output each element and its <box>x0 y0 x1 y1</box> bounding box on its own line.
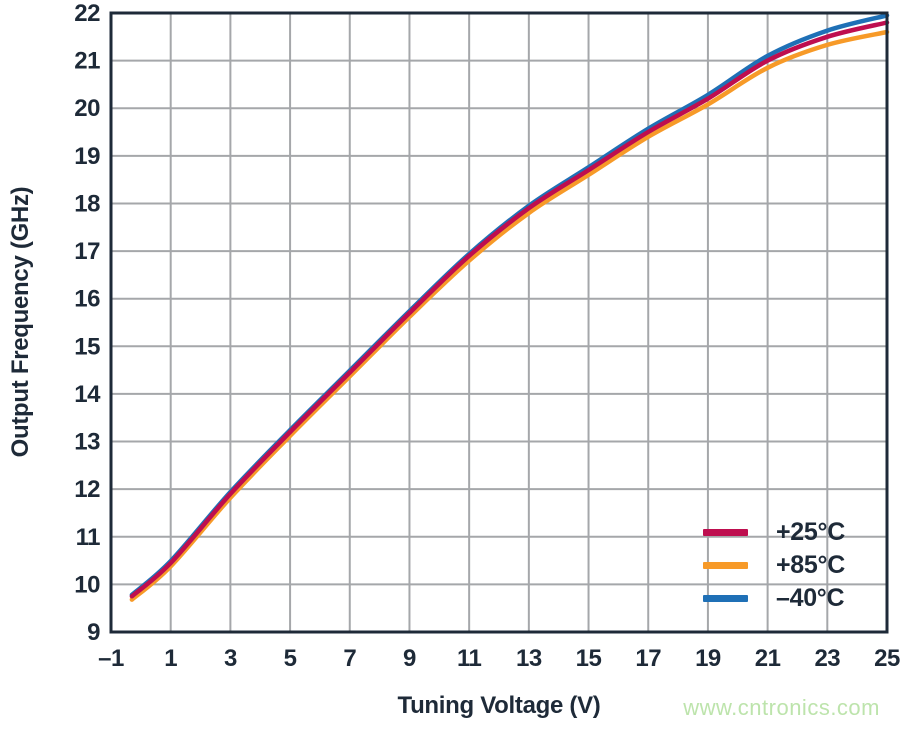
x-tick-label: 25 <box>874 645 900 672</box>
y-tick-label: 14 <box>74 381 101 408</box>
legend-item-minus40c: –40°C <box>703 585 845 612</box>
x-tick-label: 11 <box>457 645 482 672</box>
curve-85c <box>129 29 890 602</box>
y-tick-label: 11 <box>76 524 101 551</box>
tick-labels: –1 1 3 5 7 9 11 13 15 17 19 21 23 2591011121314151617… <box>74 0 900 672</box>
x-tick-label: 23 <box>814 645 840 672</box>
y-tick-label: 16 <box>74 286 100 313</box>
x-tick-label: 21 <box>755 645 781 672</box>
x-tick-label: 1 <box>164 645 177 672</box>
x-tick-label: 17 <box>635 645 661 672</box>
y-tick-label: 22 <box>74 0 100 27</box>
legend: +25°C +85°C –40°C <box>703 519 845 612</box>
y-tick-label: 21 <box>74 48 100 75</box>
y-tick-label: 17 <box>74 238 100 265</box>
y-tick-label: 13 <box>74 429 100 456</box>
curve-25c <box>129 20 890 599</box>
legend-label-minus40c: –40°C <box>776 584 845 612</box>
legend-swatch-minus40c <box>703 595 748 602</box>
y-tick-label: 19 <box>74 143 100 170</box>
legend-label-25c: +25°C <box>776 518 845 546</box>
plot-border <box>109 11 889 634</box>
y-tick-label: 10 <box>74 571 100 598</box>
x-axis-title: Tuning Voltage (V) <box>397 692 601 719</box>
x-tick-label: 15 <box>576 645 602 672</box>
x-tick-label: 19 <box>695 645 721 672</box>
legend-label-85c: +85°C <box>776 551 845 579</box>
curves <box>129 13 890 602</box>
x-tick-label: 3 <box>224 645 237 672</box>
y-tick-label: 12 <box>74 476 100 503</box>
x-tick-label: 9 <box>403 645 416 672</box>
x-tick-label: 13 <box>516 645 542 672</box>
y-axis-title: Output Frequency (GHz) <box>7 186 34 458</box>
y-tick-label: 18 <box>74 190 100 217</box>
x-tick-label: 5 <box>284 645 297 672</box>
x-tick-label: 7 <box>343 645 356 672</box>
legend-item-85c: +85°C <box>703 552 845 579</box>
watermark-text: www.cntronics.com <box>683 695 880 720</box>
gridlines <box>111 13 887 632</box>
y-tick-label: 20 <box>74 95 100 122</box>
curve-40c <box>129 13 890 598</box>
legend-swatch-25c <box>703 529 748 536</box>
y-tick-label: 9 <box>87 619 100 646</box>
y-tick-label: 15 <box>74 333 100 360</box>
legend-item-25c: +25°C <box>703 519 845 546</box>
legend-swatch-85c <box>703 562 748 569</box>
x-tick-label: –1 <box>98 645 124 672</box>
